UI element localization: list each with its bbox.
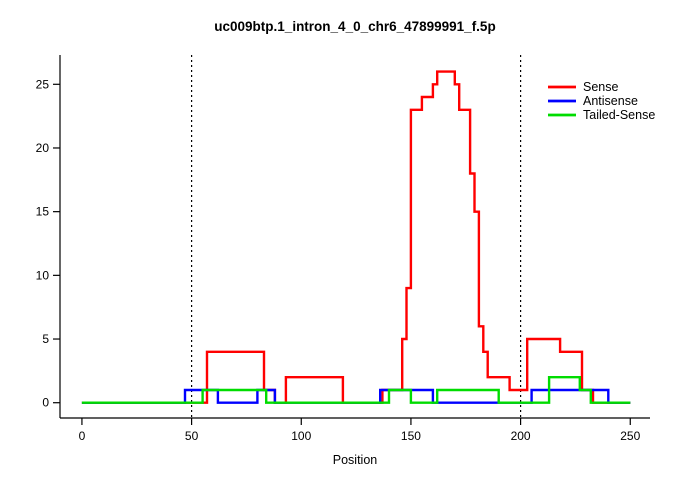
y-tick-label: 20 — [36, 141, 50, 155]
x-tick-label: 100 — [291, 429, 311, 443]
x-tick-label: 250 — [620, 429, 640, 443]
x-tick-label: 150 — [401, 429, 421, 443]
series-line-tailed-sense — [81, 376, 631, 404]
x-tick-label: 0 — [79, 429, 86, 443]
legend-label-sense: Sense — [583, 80, 618, 94]
legend-label-tailed-sense: Tailed-Sense — [583, 108, 655, 122]
x-tick-label: 200 — [511, 429, 531, 443]
x-axis-title: Position — [333, 453, 378, 467]
x-tick-label: 50 — [185, 429, 199, 443]
y-tick-label: 5 — [42, 332, 49, 346]
series-line-sense — [81, 70, 631, 404]
legend-label-antisense: Antisense — [583, 94, 638, 108]
y-tick-label: 15 — [36, 205, 50, 219]
chart-title: uc009btp.1_intron_4_0_chr6_47899991_f.5p — [214, 19, 495, 34]
y-tick-label: 25 — [36, 77, 50, 91]
y-tick-label: 0 — [42, 396, 49, 410]
y-tick-label: 10 — [36, 268, 50, 282]
